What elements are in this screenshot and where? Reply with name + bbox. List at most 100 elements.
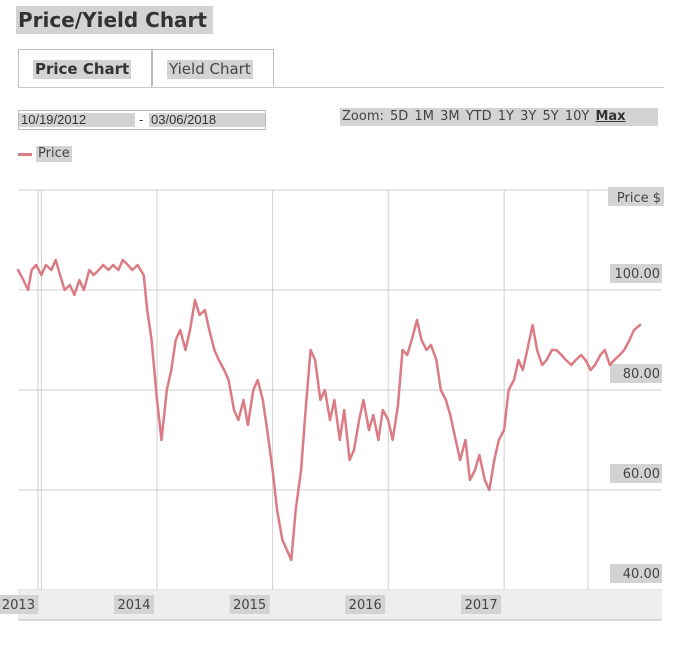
data-point-0-111	[545, 359, 548, 361]
data-point-0-127	[623, 349, 625, 351]
date-range-separator: -	[139, 112, 144, 127]
data-point-0-69	[343, 409, 346, 411]
data-point-0-20	[112, 264, 114, 266]
data-point-0-17	[97, 269, 100, 271]
horizontal-gridlines	[18, 189, 662, 591]
zoom-max-button[interactable]: Max	[595, 109, 626, 124]
y-tick-100.00: 100.00	[610, 264, 662, 283]
data-point-0-77	[382, 409, 384, 411]
data-point-0-90	[445, 399, 447, 401]
zoom-3y-button[interactable]: 3Y	[520, 109, 537, 124]
data-point-0-92	[454, 439, 457, 441]
data-point-0-33	[170, 369, 173, 371]
data-point-0-112	[551, 349, 553, 351]
data-point-0-115	[565, 359, 567, 361]
data-point-0-106	[522, 369, 524, 371]
x-tick-label-2016: 2016	[349, 598, 382, 613]
x-tick-label-2013: 2013	[2, 598, 35, 613]
data-point-0-130	[639, 324, 641, 326]
data-point-0-59	[294, 509, 297, 511]
zoom-bar: Zoom: 5D 1M 3M YTD 1Y 3Y 5Y 10Y Max	[340, 108, 658, 126]
y-tick-80.00: 80.00	[610, 364, 662, 383]
data-point-0-117	[574, 359, 577, 361]
y-axis-title-bg	[608, 187, 664, 206]
data-point-0-1	[22, 279, 25, 281]
data-point-0-105	[517, 359, 520, 361]
data-point-0-70	[348, 459, 351, 461]
x-tick-label-2017: 2017	[465, 598, 498, 613]
zoom-5d-button[interactable]: 5D	[390, 109, 409, 124]
data-point-0-87	[430, 344, 432, 346]
data-point-0-6	[45, 264, 47, 266]
data-point-0-62	[309, 349, 312, 351]
data-point-0-75	[372, 414, 375, 416]
data-point-0-8	[54, 259, 57, 261]
data-point-0-122	[599, 354, 602, 356]
data-point-0-119	[584, 359, 587, 361]
zoom-10y-button[interactable]: 10Y	[564, 109, 590, 124]
data-point-0-38	[194, 299, 196, 301]
legend-label-price: Price	[36, 146, 72, 162]
data-point-0-126	[618, 354, 621, 356]
zoom-3m-button[interactable]: 3M	[440, 109, 460, 124]
data-point-0-125	[613, 359, 616, 361]
data-point-0-45	[227, 379, 230, 381]
data-point-0-0	[17, 269, 19, 271]
data-point-0-60	[300, 469, 302, 471]
data-point-0-57	[286, 549, 288, 551]
data-point-0-13	[78, 279, 81, 281]
data-point-0-58	[290, 559, 293, 561]
data-point-0-71	[353, 449, 355, 451]
date-range-picker: -	[18, 110, 266, 130]
data-point-0-3	[30, 269, 33, 271]
data-point-0-65	[324, 389, 326, 391]
data-point-0-78	[387, 419, 390, 421]
data-point-0-7	[50, 269, 53, 271]
data-point-0-68	[338, 439, 341, 441]
data-point-0-88	[435, 359, 438, 361]
date-to-input[interactable]	[149, 113, 265, 127]
data-point-0-53	[266, 429, 269, 431]
data-point-0-35	[179, 329, 181, 331]
data-point-0-129	[633, 329, 635, 331]
data-point-0-43	[217, 359, 220, 361]
data-point-0-27	[142, 274, 145, 276]
data-point-0-9	[59, 274, 61, 276]
tab-price-chart[interactable]: Price Chart	[18, 49, 152, 87]
data-point-0-42	[213, 349, 216, 351]
tab-yield-chart[interactable]: Yield Chart	[152, 49, 274, 86]
x-tick-2014: 2014	[114, 595, 155, 614]
y-tick-40.00: 40.00	[610, 564, 662, 583]
date-from-input[interactable]	[19, 113, 135, 127]
zoom-ytd-button[interactable]: YTD	[465, 109, 492, 124]
x-tick-2016: 2016	[345, 595, 386, 614]
zoom-1y-button[interactable]: 1Y	[497, 109, 514, 124]
y-tick-label-60.00: 60.00	[623, 467, 660, 482]
series-line-price	[16, 258, 642, 562]
data-point-0-67	[333, 399, 336, 401]
data-point-0-23	[127, 264, 129, 266]
data-point-0-52	[262, 399, 264, 401]
data-point-0-54	[271, 469, 274, 471]
data-point-0-80	[397, 404, 399, 406]
data-point-0-84	[416, 319, 418, 321]
data-point-0-46	[233, 409, 235, 411]
data-point-0-40	[204, 309, 206, 311]
data-point-0-82	[406, 354, 409, 356]
data-point-0-123	[604, 349, 606, 351]
data-point-0-118	[580, 354, 582, 356]
data-point-0-124	[609, 364, 611, 366]
zoom-1m-button[interactable]: 1M	[414, 109, 434, 124]
x-axis-ticks: 2013 2014 2015 2016 2017	[0, 595, 502, 614]
data-point-0-121	[594, 364, 596, 366]
zoom-5y-button[interactable]: 5Y	[542, 109, 559, 124]
data-point-0-85	[420, 339, 423, 341]
data-point-0-56	[281, 539, 284, 541]
data-point-0-98	[484, 479, 486, 481]
data-point-0-72	[358, 419, 360, 421]
x-tick-label-2014: 2014	[117, 598, 150, 613]
data-point-0-61	[304, 409, 307, 411]
data-point-0-86	[425, 349, 428, 351]
data-point-0-113	[555, 349, 558, 351]
